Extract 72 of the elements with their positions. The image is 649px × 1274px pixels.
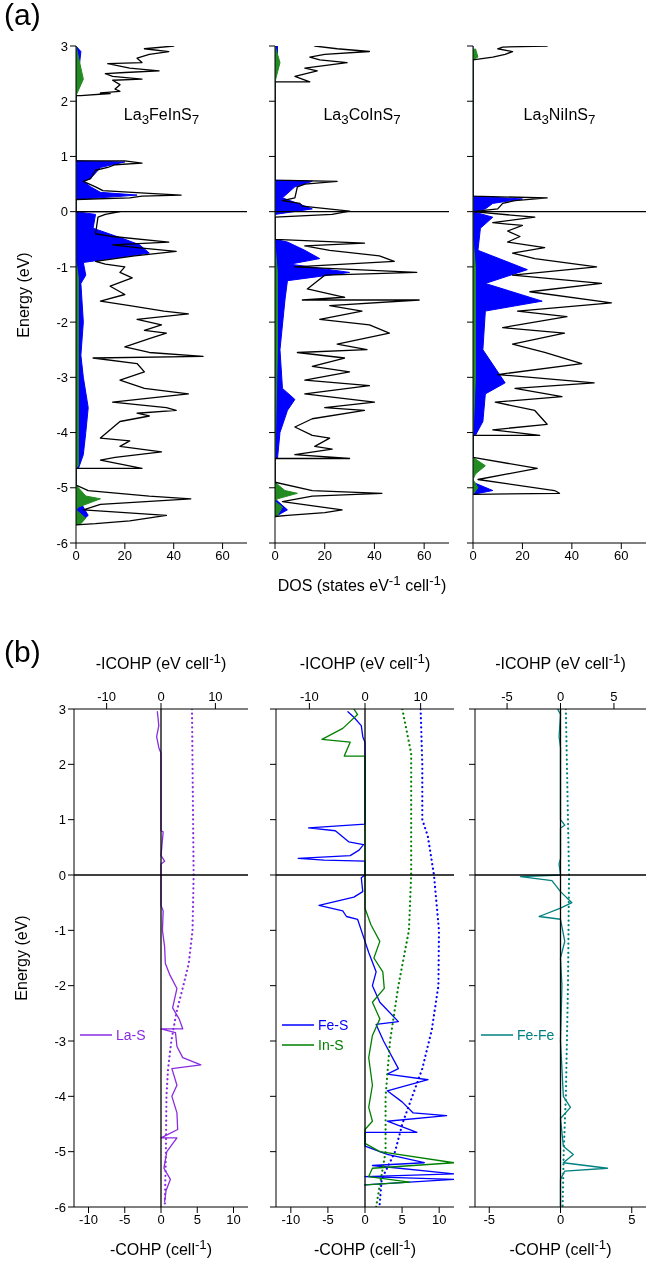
y-tick-label: -6 [56,535,68,551]
x-tick-label: 5 [193,1212,201,1228]
x-axis-title: DOS (states eV$^{-1}$ cell$^{-1}$) [277,573,447,596]
text: (a) [4,0,41,32]
legend-label: In-S [318,1037,344,1054]
x2-tick-label: -10 [97,689,117,704]
legend-label: La-S [116,1027,146,1044]
x-tick-label: 0 [556,1212,565,1228]
x2-tick-label: 0 [157,689,165,704]
x-tick-label: 0 [469,548,477,564]
y-tick-label: -1 [54,922,66,938]
x-tick-label: 5 [398,1212,406,1228]
x2-tick-label: 10 [413,689,428,704]
y-tick-label: -3 [56,369,68,385]
x-tick-label: 20 [515,548,530,564]
y-tick-label: -3 [54,1033,66,1049]
legend-label: Fe-S [318,1017,349,1034]
x-tick-label: 60 [215,548,230,564]
x-tick-label: -5 [322,1212,334,1228]
y-tick-label: 1 [60,149,68,165]
y-tick-label: -6 [54,1199,66,1215]
x-tick-label: 0 [157,1212,165,1228]
y-tick-label: 2 [58,756,66,772]
x2-tick-label: 0 [556,689,565,704]
x-tick-label: -5 [483,1212,496,1228]
x-tick-label: 20 [317,548,332,564]
x-tick-label: 40 [367,548,382,564]
y-tick-label: -2 [56,314,68,330]
x-tick-label: 10 [431,1212,447,1228]
y-tick-label: -4 [54,1088,66,1104]
y-tick-label: -5 [54,1144,66,1160]
y-tick-label: 2 [60,93,68,109]
x-tick-label: -10 [281,1212,301,1228]
legend-label: Fe-Fe [517,1027,555,1044]
x-tick-label: 40 [564,548,580,564]
y-tick-label: -5 [56,480,68,496]
x2-axis-title: -ICOHP (eV cell$^{-1}$) [95,651,227,674]
x2-axis-title: -ICOHP (eV cell$^{-1}$) [299,651,431,674]
annotation: La$_{3}$NiInS$_{7}$ [523,105,596,127]
x2-tick-label: 0 [361,689,369,704]
x-tick-label: 0 [72,548,80,564]
text: (b) [4,635,41,669]
x-tick-label: 60 [416,548,432,564]
x2-tick-label: 10 [208,689,223,704]
x-tick-label: 20 [117,548,133,564]
x-tick-label: 10 [226,1212,241,1228]
x-tick-label: 40 [166,548,181,564]
x2-tick-label: -5 [501,689,513,704]
x2-tick-label: 5 [610,689,618,704]
y-tick-label: 3 [58,701,66,717]
annotation: La$_{3}$CoInS$_{7}$ [323,105,401,127]
x-axis-title: -COHP (cell$^{-1}$) [509,1237,612,1260]
y-axis-title: Energy (eV) [15,251,33,338]
x-tick-label: 60 [614,548,629,564]
x2-tick-label: -10 [299,689,319,704]
y-tick-label: -2 [54,978,66,994]
y-tick-label: -4 [56,425,68,441]
y-tick-label: 0 [58,867,66,883]
x-axis-title: -COHP (cell$^{-1}$) [313,1237,417,1260]
y-axis-title: Energy (eV) [13,915,31,1001]
y-tick-label: -1 [56,259,68,275]
x-tick-label: 0 [271,548,279,564]
x2-axis-title: -ICOHP (eV cell$^{-1}$) [495,651,626,674]
annotation: La$_{3}$FeInS$_{7}$ [123,105,200,127]
x-tick-label: -5 [118,1212,131,1228]
y-tick-label: 1 [58,812,66,828]
y-tick-label: 3 [60,38,68,54]
x-tick-label: -10 [79,1212,98,1228]
x-tick-label: 0 [361,1212,369,1228]
x-tick-label: 5 [628,1212,636,1228]
y-tick-label: 0 [60,204,68,220]
x-axis-title: -COHP (cell$^{-1}$) [109,1237,213,1260]
